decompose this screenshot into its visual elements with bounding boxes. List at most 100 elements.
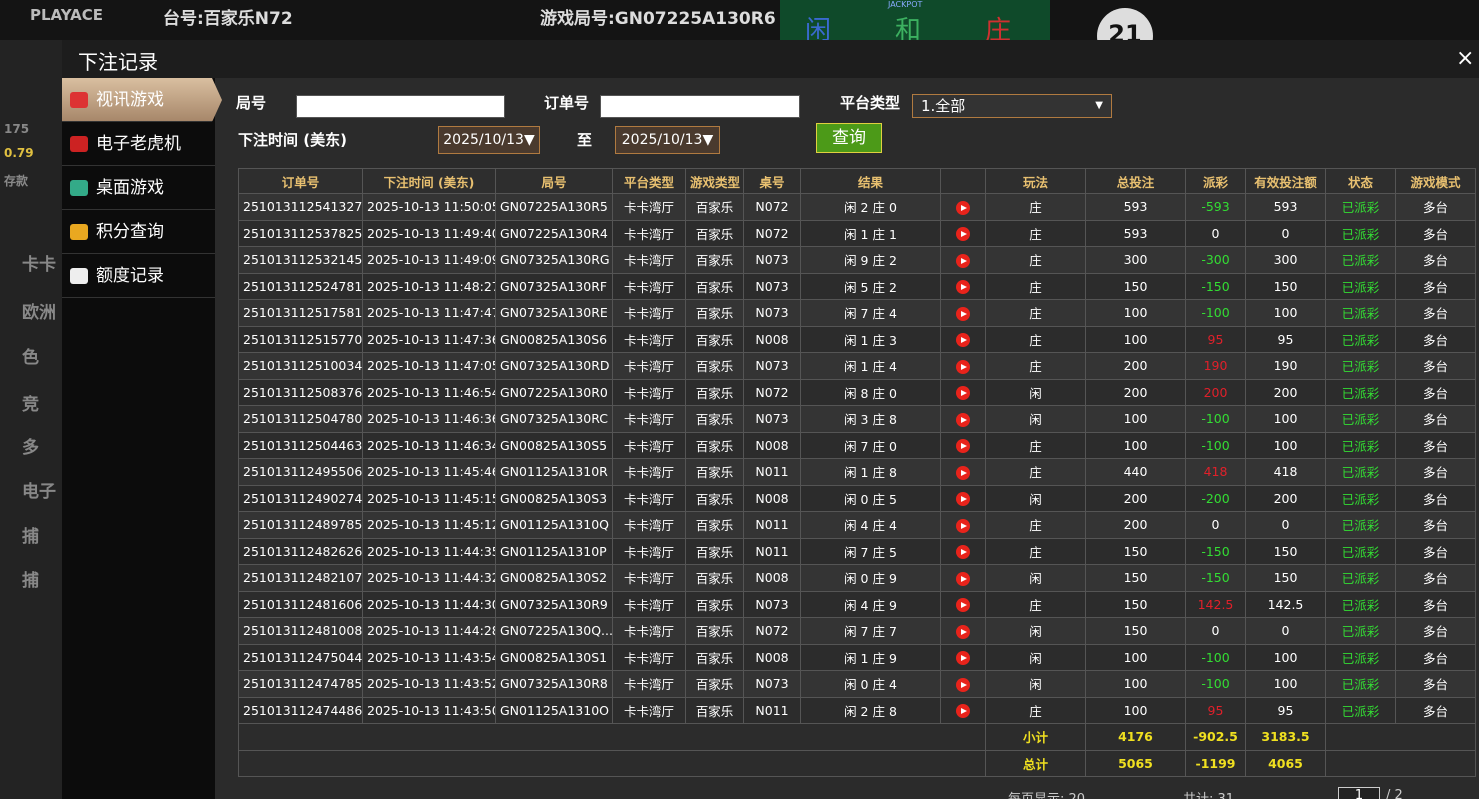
play-cell <box>940 590 986 618</box>
play-button[interactable] <box>956 306 970 321</box>
play-button[interactable] <box>956 571 970 586</box>
play-button[interactable] <box>956 253 970 268</box>
cell: 95 <box>1185 325 1246 353</box>
cell: 已派彩 <box>1325 511 1396 539</box>
date-from[interactable]: 2025/10/13▼ <box>438 126 540 154</box>
play-button[interactable] <box>956 412 970 427</box>
play-button[interactable] <box>956 704 970 718</box>
sum-label: 小计 <box>985 723 1086 751</box>
title-bar: 下注记录 × <box>62 40 1479 78</box>
cell: 2025-10-13 11:44:30 <box>362 590 496 618</box>
sum-value: -902.5 <box>1185 723 1246 751</box>
date-to[interactable]: 2025/10/13▼ <box>615 126 720 154</box>
cell: 418 <box>1185 458 1246 486</box>
play-button[interactable] <box>956 280 970 294</box>
cell: 闲 1 庄 3 <box>800 325 941 353</box>
cell: -200 <box>1185 484 1246 512</box>
play-cell <box>940 670 986 698</box>
cell: 卡卡湾厅 <box>612 272 686 300</box>
cell: 百家乐 <box>685 193 744 221</box>
cell: 0 <box>1185 617 1246 645</box>
page-input[interactable]: 1 <box>1338 787 1380 799</box>
play-button[interactable] <box>956 598 970 612</box>
menu-item[interactable]: 电子老虎机 <box>62 122 215 166</box>
menu-item[interactable]: 额度记录 <box>62 254 215 298</box>
side-fragment: 捕 <box>22 571 39 591</box>
sum-value: 3183.5 <box>1245 723 1326 751</box>
cell: 251013112482626 <box>238 537 363 565</box>
cell: 95 <box>1245 696 1326 724</box>
side-fragment: 0.79 <box>4 146 34 160</box>
search-button[interactable]: 查询 <box>816 123 882 153</box>
cell: GN07225A130R4 <box>495 219 613 247</box>
menu-item[interactable]: 积分查询 <box>62 210 215 254</box>
cell: N011 <box>743 537 801 565</box>
cell: GN01125A1310O <box>495 696 613 724</box>
round-input[interactable] <box>296 95 505 118</box>
play-button[interactable] <box>956 465 970 480</box>
play-button[interactable] <box>956 200 970 215</box>
platform-select[interactable]: 1.全部 ▼ <box>912 94 1112 118</box>
cell: -593 <box>1185 193 1246 221</box>
cell: 150 <box>1245 564 1326 592</box>
cell: 闲 <box>985 643 1086 671</box>
bet-row: 251013112532145 2025-10-13 11:49:09 GN0732… <box>238 246 1476 274</box>
cell: 已派彩 <box>1325 431 1396 459</box>
cell: N008 <box>743 564 801 592</box>
play-button[interactable] <box>956 439 970 453</box>
menu-item[interactable]: 视讯游戏 <box>62 78 222 122</box>
cell: 闲 <box>985 564 1086 592</box>
cell: 142.5 <box>1245 590 1326 618</box>
cell: 2025-10-13 11:44:35 <box>362 537 496 565</box>
subtotal-row: 小计 4176 -902.5 3183.5 <box>238 723 1476 751</box>
cell: N073 <box>743 352 801 380</box>
bet-row: 251013112517581 2025-10-13 11:47:47 GN0732… <box>238 299 1476 327</box>
cell: GN07325A130RF <box>495 272 613 300</box>
side-fragment: 卡卡 <box>22 255 56 275</box>
header-row: 订单号 下注时间 (美东) 局号 平台类型 游戏类型 桌号 结果 玩法 总投注 派彩 有效投注额 状态… <box>238 168 1476 194</box>
cell: -150 <box>1185 272 1246 300</box>
menu-item[interactable]: 桌面游戏 <box>62 166 215 210</box>
play-button[interactable] <box>956 677 970 692</box>
cell: 150 <box>1085 590 1186 618</box>
cell: 庄 <box>985 537 1086 565</box>
play-cell <box>940 696 986 724</box>
table-name: 台号:百家乐N72 <box>163 9 293 29</box>
cell: 300 <box>1245 246 1326 274</box>
cell: 百家乐 <box>685 670 744 698</box>
cell: 100 <box>1085 670 1186 698</box>
cell: 251013112504463 <box>238 431 363 459</box>
order-input[interactable] <box>600 95 800 118</box>
play-button[interactable] <box>956 333 970 347</box>
play-button[interactable] <box>956 624 970 639</box>
cell: 卡卡湾厅 <box>612 299 686 327</box>
bet-row: 251013112524781 2025-10-13 11:48:27 GN0732… <box>238 272 1476 300</box>
cell: 卡卡湾厅 <box>612 511 686 539</box>
cell: 593 <box>1245 193 1326 221</box>
play-button[interactable] <box>956 518 970 533</box>
cell: 闲 0 庄 5 <box>800 484 941 512</box>
play-button[interactable] <box>956 359 970 374</box>
bet-row: 251013112537825 2025-10-13 11:49:40 GN0722… <box>238 219 1476 247</box>
cell: 2025-10-13 11:47:05 <box>362 352 496 380</box>
play-button[interactable] <box>956 227 970 241</box>
column-header: 玩法 <box>985 168 1086 194</box>
cell: 100 <box>1085 696 1186 724</box>
cell: 200 <box>1085 352 1186 380</box>
cell: 闲 7 庄 5 <box>800 537 941 565</box>
sum-value: 4065 <box>1245 749 1326 777</box>
play-button[interactable] <box>956 386 970 400</box>
cell: 庄 <box>985 511 1086 539</box>
cell: 闲 7 庄 0 <box>800 431 941 459</box>
play-button[interactable] <box>956 545 970 559</box>
play-button[interactable] <box>956 492 970 506</box>
to-label: 至 <box>577 131 593 149</box>
close-button[interactable]: × <box>1456 46 1475 71</box>
cell: 闲 5 庄 2 <box>800 272 941 300</box>
cell: 多台 <box>1395 325 1476 353</box>
cell: 251013112532145 <box>238 246 363 274</box>
play-button[interactable] <box>956 651 970 665</box>
cell: 庄 <box>985 299 1086 327</box>
cell: 百家乐 <box>685 617 744 645</box>
bet-row: 251013112508376 2025-10-13 11:46:54 GN0722… <box>238 378 1476 406</box>
